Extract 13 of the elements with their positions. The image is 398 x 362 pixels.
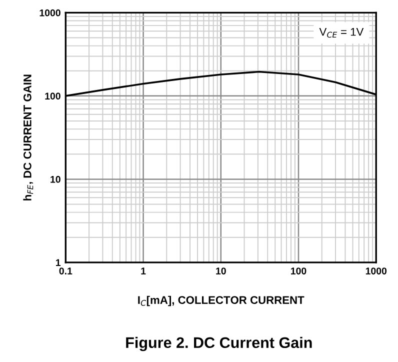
x-tick-label: 1 [141,268,146,274]
x-tick-label: 10 [216,268,226,274]
y-tick-label: 1000 [40,9,60,16]
y-tick-label: 10 [50,176,60,183]
text: Figure 2. DC Current Gain [126,336,312,352]
y-tick-label: 1 [56,259,61,266]
y-axis-title: h$_{FE}$, DC CURRENT GAIN [23,74,34,200]
x-axis-title: I$_{C}$[mA], COLLECTOR CURRENT [138,296,304,306]
x-tick-label: 100 [291,268,306,274]
annotation: V$_{CE}$ = 1V [319,28,364,38]
x-tick-label: 0.1 [59,268,72,274]
x-tick-label: 1000 [366,268,387,274]
y-tick-label: 100 [45,92,60,100]
